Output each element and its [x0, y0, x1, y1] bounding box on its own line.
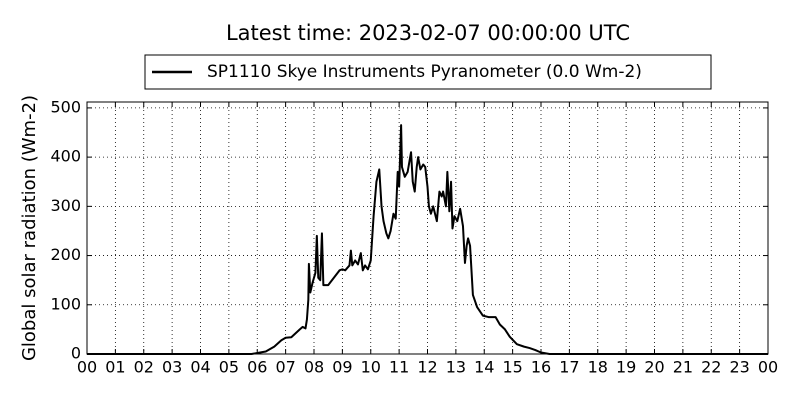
- data-line: [87, 124, 768, 355]
- x-tick-label: 19: [616, 358, 636, 377]
- y-tick-label: 300: [50, 196, 81, 215]
- x-tick-label: 21: [673, 358, 693, 377]
- x-tick-label: 17: [559, 358, 579, 377]
- x-tick-label: 00: [77, 358, 97, 377]
- x-tick-label: 16: [531, 358, 551, 377]
- x-tick-label: 12: [417, 358, 437, 377]
- x-tick-label: 13: [446, 358, 466, 377]
- legend-box: [144, 54, 712, 90]
- x-tick-label: 08: [304, 358, 324, 377]
- y-tick-label: 500: [50, 97, 81, 116]
- y-axis-label: Global solar radiation (Wm-2): [19, 95, 40, 361]
- x-tick-label: 03: [162, 358, 182, 377]
- x-tick-label: 10: [361, 358, 381, 377]
- y-tick-label: 0: [71, 344, 81, 363]
- x-tick-label: 22: [701, 358, 721, 377]
- x-tick-label: 05: [219, 358, 239, 377]
- x-tick-label: 18: [588, 358, 608, 377]
- x-tick-label: 02: [134, 358, 154, 377]
- x-tick-label: 00: [758, 358, 778, 377]
- x-tick-label: 04: [190, 358, 210, 377]
- x-tick-label: 07: [275, 358, 295, 377]
- x-tick-label: 09: [332, 358, 352, 377]
- plot-frame: [86, 101, 769, 355]
- y-tick-label: 100: [50, 294, 81, 313]
- x-tick-label: 01: [105, 358, 125, 377]
- x-tick-label: 14: [474, 358, 494, 377]
- x-tick-label: 20: [644, 358, 664, 377]
- x-tick-label: 23: [729, 358, 749, 377]
- x-tick-label: 11: [389, 358, 409, 377]
- y-tick-label: 400: [50, 147, 81, 166]
- x-tick-label: 15: [502, 358, 522, 377]
- legend-label: SP1110 Skye Instruments Pyranometer (0.0…: [207, 62, 642, 82]
- x-tick-label: 06: [247, 358, 267, 377]
- y-tick-label: 200: [50, 245, 81, 264]
- chart-title: Latest time: 2023-02-07 00:00:00 UTC: [226, 21, 630, 45]
